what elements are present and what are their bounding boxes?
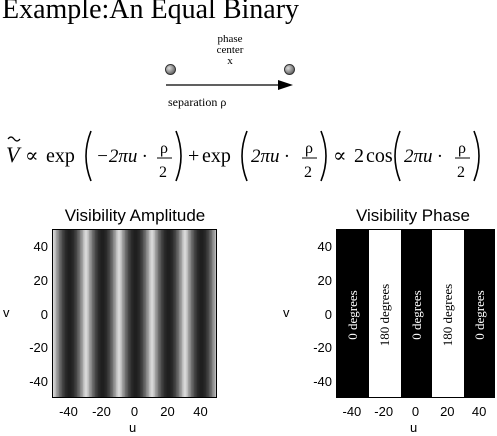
amplitude-title: Visibility Amplitude (40, 206, 230, 226)
formula-frac2-num: ρ (305, 140, 313, 157)
phase-x-tick-label: -40 (338, 405, 366, 418)
formula-frac2-den: 2 (304, 164, 312, 181)
formula-frac1-den: 2 (159, 164, 167, 181)
formula-term1-arg: −2πu · (96, 146, 147, 167)
formula-frac3-den: 2 (457, 164, 465, 181)
formula-lhs: V (6, 142, 22, 167)
formula-propto-2: ∝ (333, 145, 347, 167)
amplitude-x-tick-label: -40 (55, 405, 83, 418)
amplitude-y-tick-label: 20 (20, 274, 48, 287)
phase-y-tick-label: 20 (304, 274, 332, 287)
phase-y-tick-label: -20 (304, 341, 332, 354)
amplitude-x-tick-label: 20 (154, 405, 182, 418)
formula-term2-arg: 2πu · (251, 146, 289, 167)
formula-cos: cos (366, 145, 393, 167)
amplitude-ylabel: v (3, 306, 10, 319)
amplitude-y-tick-label: 40 (20, 240, 48, 253)
phase-y-tick-label: 40 (304, 240, 332, 253)
phase-title: Visibility Phase (318, 206, 497, 226)
phase-band-label: 180 degrees (440, 283, 456, 345)
formula-rhs-coef: 2 (354, 145, 364, 167)
phase-band-label: 0 degrees (472, 290, 488, 339)
separation-arrow-icon (166, 78, 296, 92)
phase-x-tick-label: 20 (433, 405, 461, 418)
amplitude-xlabel: u (129, 421, 136, 434)
formula-frac1-num: ρ (160, 140, 168, 157)
amplitude-y-tick-label: -40 (20, 375, 48, 388)
amplitude-fringe-strip (217, 230, 218, 398)
visibility-formula: V ∝ exp −2πu · ρ 2 + exp 2πu · ρ 2 ∝ 2 c… (0, 125, 497, 187)
amplitude-x-tick-label: -20 (88, 405, 116, 418)
separation-label: separation ρ (168, 97, 258, 108)
formula-frac3-num: ρ (458, 140, 466, 157)
phase-y-tick-label: -40 (304, 375, 332, 388)
amplitude-x-tick-label: 0 (121, 405, 149, 418)
star-left-icon (165, 64, 176, 75)
phase-xlabel: u (410, 421, 417, 434)
phase-center-marker: x (200, 56, 260, 67)
star-right-icon (284, 64, 295, 75)
slide-title: Example:An Equal Binary (2, 0, 299, 26)
phase-band-label: 180 degrees (377, 283, 393, 345)
phase-band-label: 0 degrees (409, 290, 425, 339)
phase-band-label: 0 degrees (345, 290, 361, 339)
phase-x-tick-label: 40 (465, 405, 493, 418)
amplitude-fringe-strip (215, 230, 217, 398)
phase-x-tick-label: -20 (370, 405, 398, 418)
formula-exp-1: exp (46, 145, 75, 167)
amplitude-x-tick-label: 40 (187, 405, 215, 418)
phase-label: phase center x (200, 34, 260, 67)
formula-plus: + (188, 145, 199, 167)
formula-exp-2: exp (202, 145, 231, 167)
amplitude-plot (52, 229, 217, 398)
formula-propto-1: ∝ (25, 145, 39, 167)
phase-x-tick-label: 0 (402, 405, 430, 418)
amplitude-y-tick-label: -20 (20, 341, 48, 354)
phase-ylabel: v (283, 306, 290, 319)
phase-plot: 0 degrees 180 degrees 0 degrees 180 degrees… (336, 229, 495, 398)
phase-y-tick-label: 0 (304, 308, 332, 321)
formula-term3-arg: 2πu · (404, 146, 442, 167)
amplitude-y-tick-label: 0 (20, 308, 48, 321)
